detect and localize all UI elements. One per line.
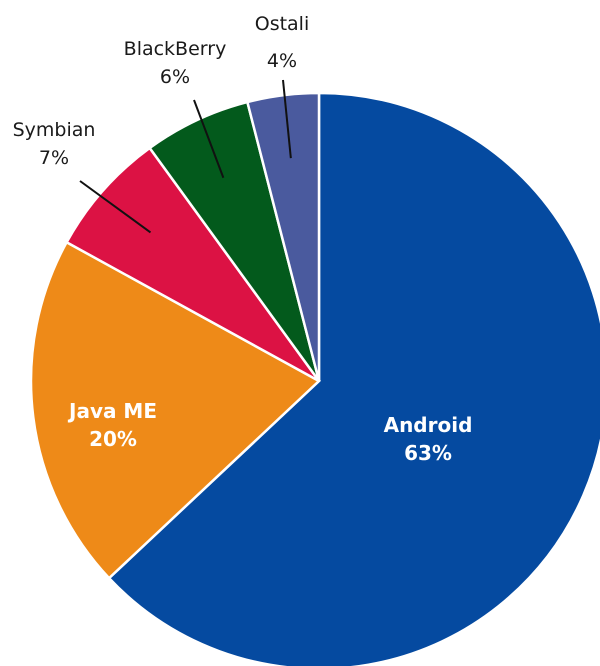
label-ostali: Ostali 4% xyxy=(255,13,310,72)
slice-symbian xyxy=(64,146,321,383)
leader-line-ostali xyxy=(282,79,292,159)
label-android-name: Android xyxy=(384,413,473,437)
label-symbian-pct: 7% xyxy=(39,147,69,169)
label-blackberry-name: BlackBerry xyxy=(124,38,227,60)
label-symbian: Symbian 7% xyxy=(13,119,96,169)
leader-line-symbian xyxy=(79,180,152,234)
pie-slices xyxy=(29,91,600,666)
label-java-me: Java ME 20% xyxy=(67,399,157,451)
label-ostali-name: Ostali xyxy=(255,13,310,35)
leader-line-blackberry xyxy=(193,99,225,179)
slice-android xyxy=(107,91,600,666)
label-symbian-name: Symbian xyxy=(13,119,96,141)
leader-lines xyxy=(79,79,292,234)
slice-java-me xyxy=(29,240,322,580)
label-blackberry-pct: 6% xyxy=(160,66,190,88)
slice-ostali xyxy=(245,91,321,382)
label-ostali-pct: 4% xyxy=(267,50,297,72)
label-blackberry: BlackBerry 6% xyxy=(124,38,227,88)
label-java-me-pct: 20% xyxy=(89,427,137,451)
label-android: Android 63% xyxy=(384,413,473,465)
label-java-me-name: Java ME xyxy=(67,399,157,423)
label-android-pct: 63% xyxy=(404,441,452,465)
